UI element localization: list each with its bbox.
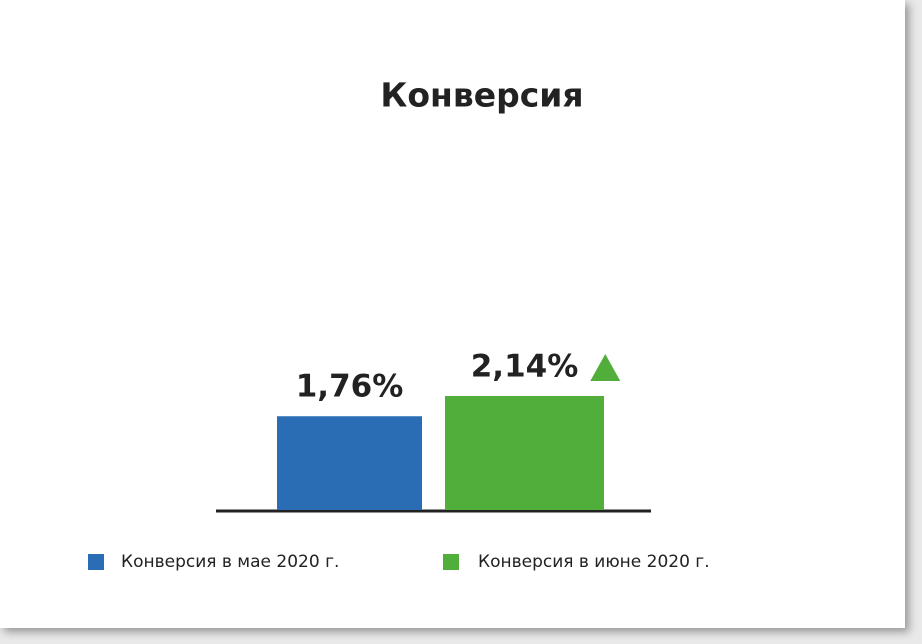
- bar: [277, 416, 422, 510]
- legend-label: Конверсия в июне 2020 г.: [478, 552, 710, 572]
- legend-swatch: [88, 554, 104, 570]
- legend-label: Конверсия в мае 2020 г.: [121, 552, 339, 572]
- legend-swatch: [443, 554, 459, 570]
- card: [0, 0, 905, 628]
- bar: [445, 396, 604, 510]
- increase-arrow: [590, 354, 621, 381]
- chart-title: Конверсия: [380, 76, 583, 115]
- value-label: 2,14%: [471, 349, 579, 385]
- value-label: 1,76%: [296, 369, 404, 405]
